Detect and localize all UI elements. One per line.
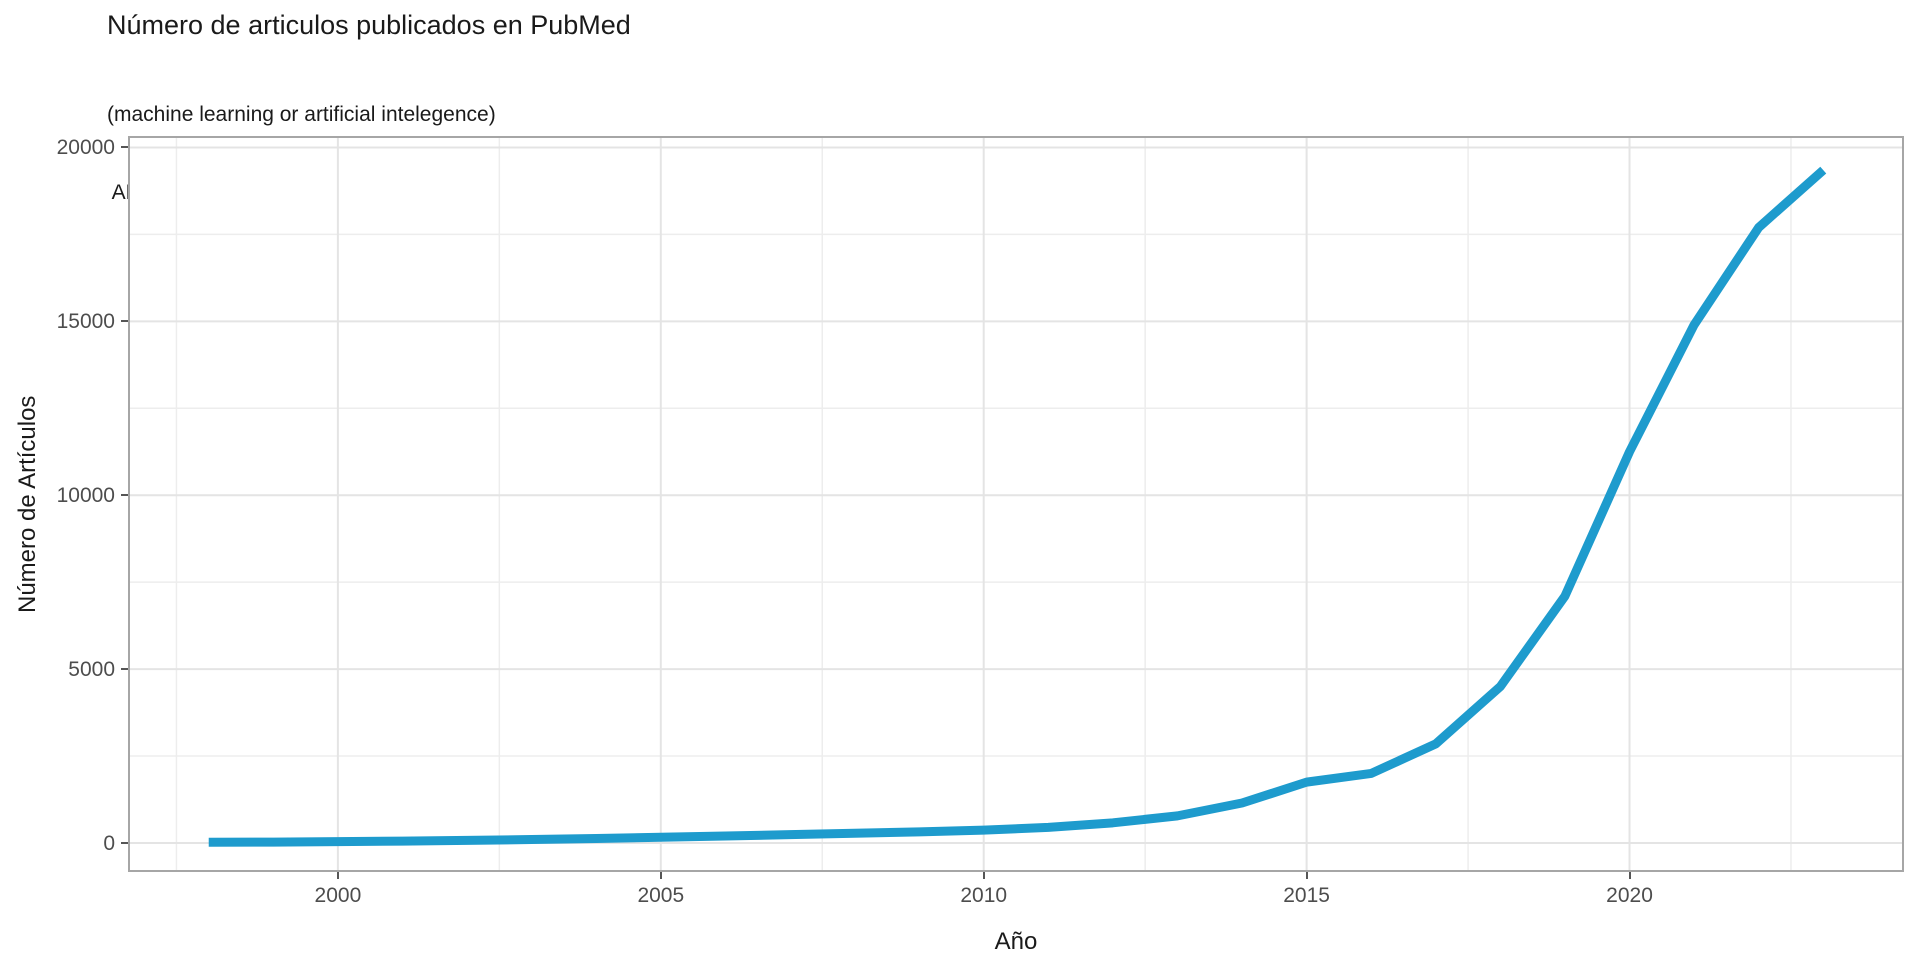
y-tick-label: 5000 (68, 658, 115, 682)
x-tick-label: 2005 (637, 884, 685, 907)
y-tick-label: 20000 (56, 136, 115, 160)
y-tick-mark (121, 841, 128, 844)
x-tick-mark (1305, 872, 1308, 879)
x-tick-label: 2020 (1606, 884, 1653, 907)
y-tick-mark (121, 668, 128, 671)
data-line-articles (208, 166, 1827, 847)
x-tick-label: 2000 (314, 884, 362, 907)
x-tick-mark (659, 872, 662, 879)
y-tick-mark (121, 494, 128, 497)
y-tick-label: 15000 (56, 310, 115, 334)
x-tick-mark (336, 872, 339, 879)
chart-title: Número de articulos publicados en PubMed (107, 10, 631, 40)
y-tick-mark (121, 146, 128, 149)
y-tick-mark (121, 320, 128, 323)
y-tick-label: 10000 (56, 484, 115, 508)
plot-panel (128, 136, 1904, 872)
x-tick-mark (1628, 872, 1631, 879)
chart-subtitle-line1: (machine learning or artificial intelege… (107, 103, 496, 126)
y-tick-label: 0 (103, 831, 115, 855)
plot-canvas (130, 138, 1902, 870)
x-axis-title: Año (994, 928, 1038, 955)
x-tick-mark (982, 872, 985, 879)
x-tick-label: 2010 (960, 884, 1008, 907)
x-tick-label: 2015 (1283, 884, 1330, 907)
y-axis-title: Número de Artículos (14, 395, 41, 613)
